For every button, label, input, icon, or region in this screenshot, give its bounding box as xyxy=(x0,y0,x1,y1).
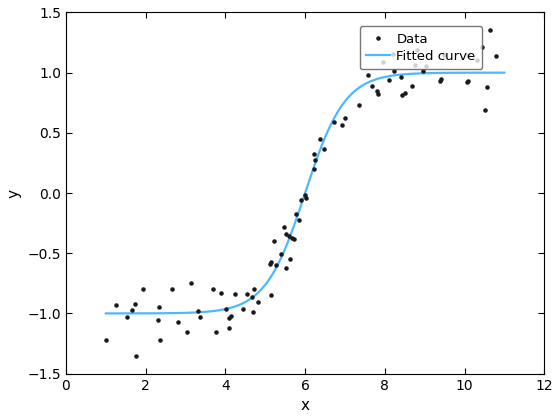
Fitted curve xyxy=(102,311,109,316)
Fitted curve xyxy=(492,70,498,75)
Legend: Data, Fitted curve: Data, Fitted curve xyxy=(360,26,482,69)
Data xyxy=(420,69,427,74)
Fitted curve xyxy=(501,70,508,75)
Fitted curve xyxy=(294,213,301,218)
Fitted curve xyxy=(340,101,347,106)
X-axis label: x: x xyxy=(301,398,310,413)
Data xyxy=(311,152,318,157)
Data xyxy=(217,290,224,295)
Fitted curve xyxy=(318,144,325,149)
Fitted curve xyxy=(429,71,436,76)
Data xyxy=(487,28,494,33)
Y-axis label: y: y xyxy=(7,189,22,197)
Data xyxy=(156,305,162,310)
Data xyxy=(289,235,296,240)
Line: Data: Data xyxy=(103,27,499,359)
Data xyxy=(365,72,371,77)
Fitted curve xyxy=(292,220,298,225)
Line: Fitted curve: Fitted curve xyxy=(106,73,505,313)
Data xyxy=(169,286,175,291)
Data xyxy=(133,353,139,358)
